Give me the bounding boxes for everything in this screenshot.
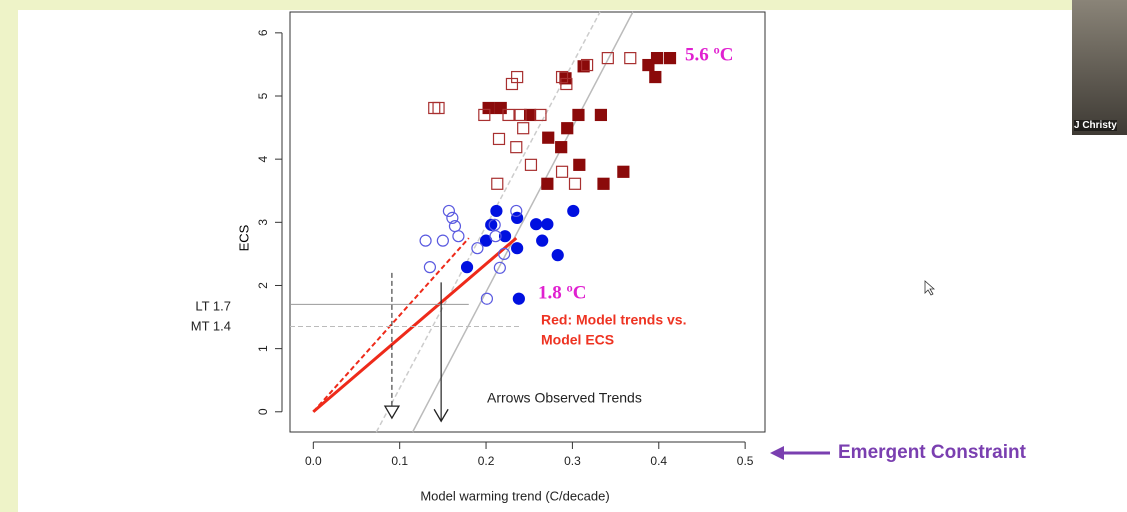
point (505, 77, 519, 91)
reference-line (411, 11, 634, 433)
point (428, 101, 441, 115)
mouse-cursor (924, 280, 936, 296)
y-tick-label: 6 (256, 29, 270, 36)
y-tick-label: 0 (256, 408, 270, 415)
point (511, 242, 524, 255)
annotation: Model ECS (541, 332, 614, 348)
point (423, 261, 437, 274)
point (432, 101, 445, 115)
point (480, 292, 494, 305)
point (482, 101, 495, 115)
reference-line (312, 237, 470, 413)
point (512, 292, 525, 305)
y-tick-label: 2 (256, 282, 270, 289)
participant-name: J Christy (1074, 120, 1117, 131)
point (446, 211, 459, 224)
point (555, 70, 569, 84)
point (624, 52, 637, 65)
point (530, 218, 543, 231)
point (649, 70, 662, 84)
annotation: Red: Model trends vs. (541, 312, 686, 328)
point (493, 261, 506, 274)
annotation: 5.6 ºC (685, 44, 734, 65)
point (536, 234, 549, 247)
point (510, 204, 523, 218)
point (597, 177, 610, 190)
point (460, 261, 474, 274)
y-axis-label: ECS (236, 224, 251, 251)
arrow-head (383, 405, 401, 420)
point (489, 230, 502, 243)
point (514, 108, 527, 122)
point (419, 234, 432, 247)
point (498, 230, 512, 243)
video-thumbnail: J Christy (1072, 0, 1127, 135)
point (478, 108, 491, 122)
x-tick-label: 0.4 (650, 454, 667, 468)
point (567, 204, 580, 218)
y-tick-label: 4 (256, 156, 270, 163)
point (642, 58, 655, 72)
point (436, 234, 449, 247)
x-tick-label: 0.3 (564, 454, 581, 468)
point (471, 242, 484, 255)
annotation: MT 1.4 (191, 318, 231, 333)
point (551, 249, 564, 262)
y-tick-label: 5 (256, 92, 270, 99)
point (541, 218, 554, 231)
point (601, 52, 614, 65)
y-tick-label: 3 (256, 219, 270, 226)
annotation: Arrows Observed Trends (487, 390, 642, 406)
point (594, 108, 608, 122)
annotation: Emergent Constraint (838, 442, 1027, 463)
slide (18, 10, 1127, 512)
point (502, 108, 515, 122)
point (494, 101, 507, 115)
plot-frame (289, 11, 766, 433)
point (490, 204, 503, 218)
arrow-head (433, 408, 449, 423)
x-tick-label: 0.1 (391, 454, 408, 468)
point (561, 122, 574, 135)
x-tick-label: 0.0 (305, 454, 322, 468)
point (572, 108, 585, 122)
x-tick-label: 0.2 (478, 454, 495, 468)
point (542, 131, 555, 144)
point (650, 52, 664, 65)
point (573, 158, 586, 171)
point (492, 132, 506, 146)
point (534, 108, 547, 122)
point (524, 158, 538, 171)
x-tick-label: 0.5 (737, 454, 754, 468)
x-axis-label: Model warming trend (C/decade) (420, 488, 609, 503)
point (577, 60, 590, 73)
point (555, 165, 569, 178)
point (663, 52, 677, 65)
reference-line (312, 236, 518, 413)
point (491, 177, 504, 190)
point (523, 108, 537, 122)
point (442, 204, 456, 218)
point (510, 141, 523, 154)
pointer-arrow-head (770, 446, 784, 460)
point (498, 247, 511, 260)
annotation: LT 1.7 (195, 298, 231, 313)
point (568, 177, 582, 190)
y-tick-label: 1 (256, 345, 270, 352)
point (617, 165, 630, 178)
point (485, 218, 498, 231)
point (517, 122, 530, 135)
point (541, 177, 554, 190)
point (555, 141, 568, 154)
point (580, 58, 594, 72)
annotation: 1.8 ºC (538, 282, 587, 303)
point (560, 77, 573, 91)
point (452, 230, 465, 243)
